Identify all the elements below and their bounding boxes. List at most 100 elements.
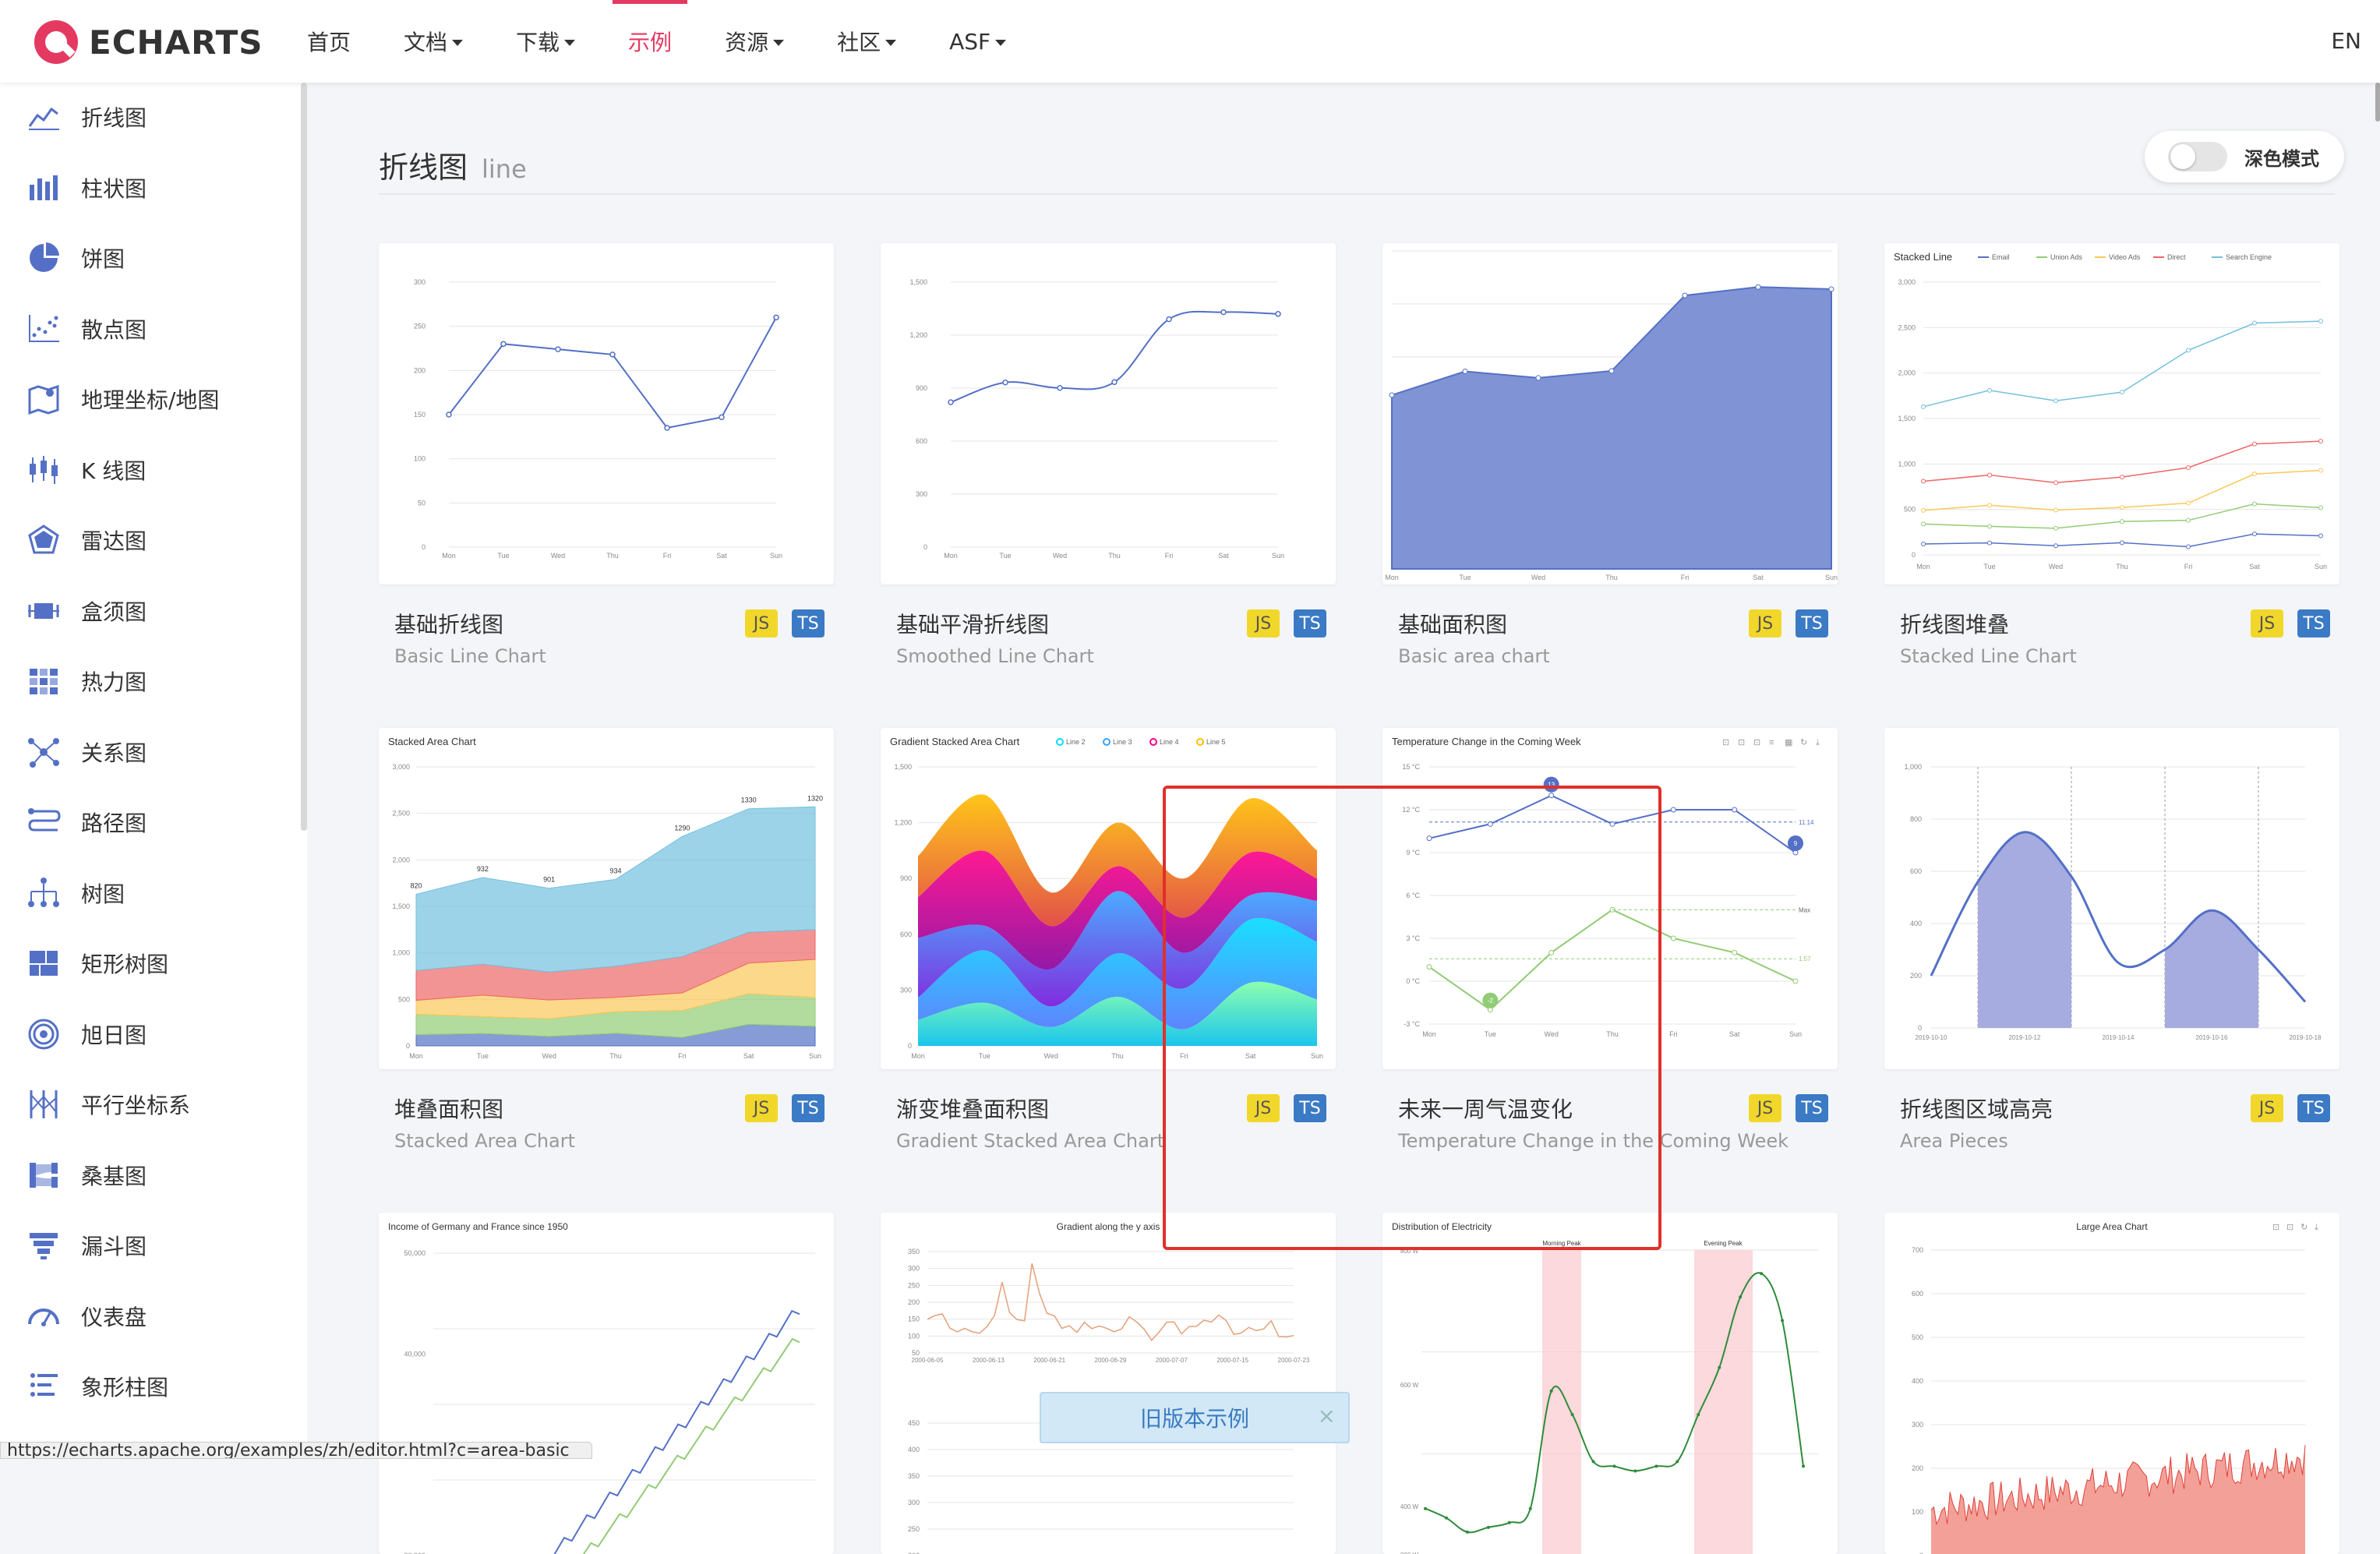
card-title[interactable]: 基础平滑折线图 bbox=[896, 612, 1050, 637]
example-card[interactable]: Stacked Area Chart 0 500 1,000 1,500 2,000 2,5… bbox=[379, 728, 834, 1164]
example-thumbnail[interactable]: Mon Tue Wed Thu Fri Sat Sun bbox=[1382, 243, 1838, 585]
card-title[interactable]: 基础面积图 bbox=[1398, 612, 1508, 637]
sidebar-item-12[interactable]: 矩形树图 bbox=[0, 940, 296, 987]
example-card[interactable]: Large Area Chart⊡⊡↻⤓01002003004005006007… bbox=[1884, 1213, 2339, 1554]
data-point bbox=[1755, 284, 1761, 290]
nav-item-3[interactable]: 示例 bbox=[602, 0, 698, 83]
ts-badge[interactable]: TS bbox=[2297, 609, 2330, 637]
example-thumbnail[interactable]: Gradient Stacked Area Chart Line 2 Line 3 L… bbox=[881, 728, 1336, 1069]
sidebar-item-3[interactable]: 散点图 bbox=[0, 306, 296, 352]
nav-item-6[interactable]: ASF bbox=[923, 0, 1033, 83]
example-thumbnail[interactable]: Gradient along the y axis 50 100 150 200 250 3… bbox=[881, 1213, 1336, 1554]
example-card[interactable]: 0 50 100 150 200 250 300 Mon Tue Wed Thu Fri Sat Sun 基… bbox=[379, 243, 834, 680]
example-card[interactable]: 0 300 600 900 1,200 1,500 Mon Tue Wed Thu Fri Sat Su… bbox=[881, 243, 1336, 680]
example-card[interactable]: Mon Tue Wed Thu Fri Sat Sun 基础面积图 Basic area cha… bbox=[1382, 243, 1838, 680]
y-tick-label: 700 bbox=[1912, 1246, 1923, 1254]
ts-badge[interactable]: TS bbox=[2297, 1094, 2330, 1122]
js-badge[interactable]: JS bbox=[1247, 609, 1280, 637]
example-thumbnail[interactable]: Income of Germany and France since 19502… bbox=[379, 1213, 834, 1554]
dark-mode-toggle[interactable]: 深色模式 bbox=[2145, 131, 2344, 182]
nav-item-0[interactable]: 首页 bbox=[281, 0, 377, 83]
example-thumbnail[interactable]: Distribution of Electricity 800 W 600 W 400… bbox=[1382, 1213, 1838, 1554]
data-point bbox=[1732, 807, 1738, 813]
example-card[interactable]: Temperature Change in the Coming Week ⊡ ⊡ ⊡… bbox=[1382, 728, 1838, 1164]
example-card[interactable]: Gradient Stacked Area Chart Line 2 Line 3 L… bbox=[881, 728, 1336, 1164]
example-thumbnail[interactable]: 0 200 400 600 800 1,000 2019-10-10 2019-10-12 20… bbox=[1884, 728, 2339, 1069]
sidebar-item-17[interactable]: 仪表盘 bbox=[0, 1293, 296, 1340]
sidebar-item-6[interactable]: 雷达图 bbox=[0, 517, 296, 563]
sidebar-item-1[interactable]: 柱状图 bbox=[0, 164, 296, 211]
sidebar-item-9[interactable]: 关系图 bbox=[0, 729, 296, 775]
sidebar-item-label: 雷达图 bbox=[81, 528, 147, 554]
example-thumbnail[interactable]: Stacked Area Chart 0 500 1,000 1,500 2,000 2,5… bbox=[379, 728, 834, 1069]
data-point bbox=[1486, 1525, 1490, 1529]
page-scrollbar[interactable] bbox=[2375, 83, 2380, 122]
echarts-logo[interactable]: ECHARTS bbox=[31, 17, 263, 67]
js-badge[interactable]: JS bbox=[745, 1094, 778, 1122]
sidebar-item-8[interactable]: 热力图 bbox=[0, 658, 296, 705]
example-thumbnail[interactable]: Temperature Change in the Coming Week ⊡ ⊡ ⊡… bbox=[1382, 728, 1838, 1069]
card-title[interactable]: 折线图堆叠 bbox=[1900, 612, 2010, 637]
tree-icon bbox=[26, 876, 61, 910]
nav-item-5[interactable]: 社区 bbox=[810, 0, 923, 83]
sidebar-item-7[interactable]: 盒须图 bbox=[0, 588, 296, 634]
sidebar-item-label: 散点图 bbox=[81, 316, 147, 343]
ts-badge[interactable]: TS bbox=[1796, 1094, 1828, 1122]
sidebar-item-18[interactable]: 象形柱图 bbox=[0, 1363, 296, 1410]
sidebar-item-13[interactable]: 旭日图 bbox=[0, 1011, 296, 1058]
js-badge[interactable]: JS bbox=[1749, 1094, 1781, 1122]
js-badge[interactable]: JS bbox=[2251, 1094, 2283, 1122]
card-title[interactable]: 渐变堆叠面积图 bbox=[896, 1097, 1050, 1122]
sidebar-item-16[interactable]: 漏斗图 bbox=[0, 1222, 296, 1269]
example-card[interactable]: 0 200 400 600 800 1,000 2019-10-10 2019-10-12 20… bbox=[1884, 728, 2339, 1164]
example-card[interactable]: Income of Germany and France since 19502… bbox=[379, 1213, 834, 1554]
js-badge[interactable]: JS bbox=[1247, 1094, 1280, 1122]
nav-item-1[interactable]: 文档 bbox=[377, 0, 489, 83]
example-thumbnail[interactable]: 0 50 100 150 200 250 300 Mon Tue Wed Thu Fri Sat Sun bbox=[379, 243, 834, 585]
x-tick-label: Mon bbox=[1916, 563, 1930, 570]
ts-badge[interactable]: TS bbox=[792, 1094, 825, 1122]
sidebar-item-label: 旭日图 bbox=[81, 1022, 147, 1048]
js-badge[interactable]: JS bbox=[745, 609, 778, 637]
ts-badge[interactable]: TS bbox=[1294, 1094, 1326, 1122]
toggle-track[interactable] bbox=[2168, 142, 2227, 171]
language-switch[interactable]: EN bbox=[2331, 28, 2361, 54]
echarts-logo-icon bbox=[34, 20, 78, 64]
legend-label: Email bbox=[1992, 253, 2010, 261]
data-point bbox=[1548, 793, 1555, 799]
js-badge[interactable]: JS bbox=[2251, 609, 2283, 637]
example-thumbnail[interactable]: Stacked Line Email Union Ads Video Ads Direc… bbox=[1884, 243, 2339, 585]
example-thumbnail[interactable]: 0 300 600 900 1,200 1,500 Mon Tue Wed Thu Fri Sat Su… bbox=[881, 243, 1336, 585]
card-title[interactable]: 堆叠面积图 bbox=[394, 1097, 504, 1122]
nav-item-2[interactable]: 下载 bbox=[489, 0, 602, 83]
js-badge[interactable]: JS bbox=[1749, 609, 1781, 637]
data-point bbox=[1570, 1413, 1574, 1417]
example-thumbnail[interactable]: Large Area Chart⊡⊡↻⤓01002003004005006007… bbox=[1884, 1213, 2339, 1554]
card-title[interactable]: 未来一周气温变化 bbox=[1398, 1097, 1573, 1122]
sidebar-item-10[interactable]: 路径图 bbox=[0, 799, 296, 846]
data-point bbox=[1921, 521, 1926, 527]
ts-badge[interactable]: TS bbox=[792, 609, 825, 637]
card-title[interactable]: 折线图区域高亮 bbox=[1900, 1097, 2053, 1122]
sidebar-item-0[interactable]: 折线图 bbox=[0, 94, 296, 140]
sidebar-item-15[interactable]: 桑基图 bbox=[0, 1152, 296, 1199]
dark-mode-label: 深色模式 bbox=[2244, 147, 2319, 170]
old-version-banner[interactable]: 旧版本示例 × bbox=[1040, 1392, 1350, 1443]
sidebar-item-5[interactable]: K 线图 bbox=[0, 447, 296, 493]
close-icon[interactable]: × bbox=[1317, 1403, 1336, 1429]
ts-badge[interactable]: TS bbox=[1294, 609, 1326, 637]
y-tick-label: 100 bbox=[414, 455, 426, 463]
sidebar-scrollbar[interactable] bbox=[301, 83, 307, 831]
data-point bbox=[2186, 544, 2191, 549]
sidebar-item-4[interactable]: 地理坐标/地图 bbox=[0, 376, 296, 422]
ts-badge[interactable]: TS bbox=[1796, 609, 1828, 637]
example-card[interactable]: Stacked Line Email Union Ads Video Ads Direc… bbox=[1884, 243, 2339, 680]
x-tick-label: Tue bbox=[999, 552, 1011, 560]
legend-swatch bbox=[1196, 738, 1204, 746]
data-point bbox=[2120, 475, 2124, 480]
card-title[interactable]: 基础折线图 bbox=[394, 612, 504, 637]
sidebar-item-2[interactable]: 饼图 bbox=[0, 235, 296, 281]
nav-item-4[interactable]: 资源 bbox=[698, 0, 810, 83]
sidebar-item-14[interactable]: 平行坐标系 bbox=[0, 1081, 296, 1128]
sidebar-item-11[interactable]: 树图 bbox=[0, 870, 296, 917]
